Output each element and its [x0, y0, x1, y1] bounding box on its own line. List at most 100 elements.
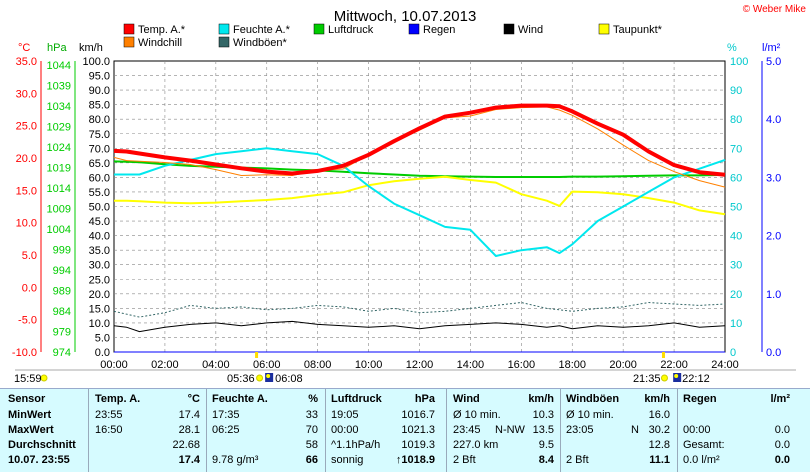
temp-tick-label: 5.0 [22, 250, 37, 262]
pressure-time: sonnig [331, 454, 364, 466]
time-tick-label: 06:00 [253, 359, 281, 371]
header-rain-unit: l/m² [770, 393, 790, 405]
sunrise-icon [266, 374, 271, 378]
legend-label: Wind [518, 24, 543, 36]
humidity-time: 9.78 g/m³ [212, 454, 259, 466]
header-wind: Wind [453, 393, 480, 405]
pressure-tick-label: 979 [53, 327, 71, 339]
wind-tick-label: 90.0 [89, 85, 110, 97]
header-humidity-unit: % [308, 393, 318, 405]
sun-event-time: 15:59 [14, 373, 42, 385]
row-label: MaxWert [8, 424, 54, 436]
credit-text: © Weber Mike [743, 4, 807, 15]
legend-label: Luftdruck [328, 24, 374, 36]
pressure-tick-label: 1029 [47, 122, 71, 134]
humidity-tick-label: 50 [730, 202, 742, 214]
rain-tick-label: 5.0 [766, 56, 781, 68]
pressure-tick-label: 1014 [47, 183, 71, 195]
legend-swatch [313, 23, 325, 35]
col-divider [325, 389, 326, 472]
wind-tick-label: 60.0 [89, 172, 110, 184]
header-gust-unit: km/h [644, 393, 670, 405]
pressure-time: 19:05 [331, 409, 359, 421]
rain-time: 00:00 [683, 424, 711, 436]
rain-value: 0.0 [774, 439, 790, 451]
temp-tick-label: 25.0 [16, 121, 37, 133]
header-pressure-unit: hPa [414, 393, 435, 405]
pressure-tick-label: 1004 [47, 224, 71, 236]
wind-tick-label: 15.0 [89, 303, 110, 315]
humidity-value: 58 [305, 439, 318, 451]
humidity-tick-label: 80 [730, 114, 742, 126]
humidity-tick-label: 70 [730, 143, 742, 155]
humidity-tick-label: 40 [730, 231, 742, 243]
humidity-time: 17:35 [212, 409, 240, 421]
pressure-value: ↑1018.9 [395, 454, 435, 466]
humidity-tick-label: 100 [730, 56, 748, 68]
series-windb-en-line [113, 302, 726, 318]
wind-value: 8.4 [538, 454, 554, 466]
wind-tick-label: 55.0 [89, 187, 110, 199]
legend-swatch [218, 23, 230, 35]
sun-icon [40, 374, 48, 382]
header-pressure: Luftdruck [331, 393, 382, 405]
temp-time: 16:50 [95, 424, 123, 436]
col-divider [560, 389, 561, 472]
gust-time: Ø 10 min. [566, 409, 614, 421]
wind-tick-label: 85.0 [89, 100, 110, 112]
series-feuchte-a-line [114, 147, 726, 257]
pressure-tick-label: 1009 [47, 204, 71, 216]
time-tick-label: 22:00 [660, 359, 688, 371]
humidity-tick-label: 10 [730, 318, 742, 330]
legend-swatch [408, 23, 420, 35]
sunset-time: 21:35 [633, 373, 661, 385]
time-tick-label: 24:00 [711, 359, 739, 371]
time-tick-label: 14:00 [457, 359, 485, 371]
header-temp-unit: °C [187, 393, 200, 405]
temp-value: 17.4 [178, 409, 200, 421]
time-tick-label: 12:00 [406, 359, 434, 371]
sun-icon [256, 374, 264, 382]
pressure-tick-label: 974 [53, 347, 71, 359]
pressure-time: ^1.1hPa/h [331, 439, 381, 451]
dusk-icon [674, 374, 679, 378]
temp-time: 23:55 [95, 409, 123, 421]
col-divider [446, 389, 447, 472]
wind-tick-label: 30.0 [89, 260, 110, 272]
humidity-value: 33 [305, 409, 318, 421]
time-tick-label: 00:00 [100, 359, 128, 371]
temp-axis-unit: °C [18, 42, 30, 54]
temp-tick-label: 15.0 [16, 185, 37, 197]
gust-value: 11.1 [649, 454, 670, 466]
pressure-tick-label: 1024 [47, 142, 71, 154]
col-divider [677, 389, 678, 472]
wind-tick-label: 100.0 [82, 56, 110, 68]
wind-tick-label: 10.0 [89, 318, 110, 330]
pressure-tick-label: 989 [53, 286, 71, 298]
wind-tick-label: 75.0 [89, 129, 110, 141]
wind-tick-label: 65.0 [89, 158, 110, 170]
weather-chart: Mittwoch, 10.07.2013 © Weber Mike Temp. … [12, 4, 807, 385]
humidity-tick-label: 0 [730, 347, 736, 359]
humidity-tick-label: 90 [730, 85, 742, 97]
temp-tick-label: 10.0 [16, 218, 37, 230]
legend-label: Taupunkt* [613, 24, 663, 36]
gust-value: 30.2 [648, 424, 670, 436]
temp-tick-label: -5.0 [18, 315, 37, 327]
wind-time: 2 Bft [453, 454, 476, 466]
wind-time: Ø 10 min. [453, 409, 501, 421]
temp-value: 28.1 [178, 424, 200, 436]
temp-tick-label: 0.0 [22, 282, 37, 294]
wind-tick-label: 20.0 [89, 289, 110, 301]
sunrise-time: 06:08 [275, 373, 303, 385]
header-wind-unit: km/h [528, 393, 554, 405]
wind-tick-label: 25.0 [89, 274, 110, 286]
series-temp-a-line [113, 103, 726, 177]
pressure-time: 00:00 [331, 424, 359, 436]
row-label: MinWert [8, 409, 52, 421]
time-tick-label: 08:00 [304, 359, 332, 371]
dusk-time: 22:12 [682, 373, 710, 385]
legend-swatch [598, 23, 610, 35]
rain-tick-label: 1.0 [766, 289, 781, 301]
humidity-time: 06:25 [212, 424, 240, 436]
